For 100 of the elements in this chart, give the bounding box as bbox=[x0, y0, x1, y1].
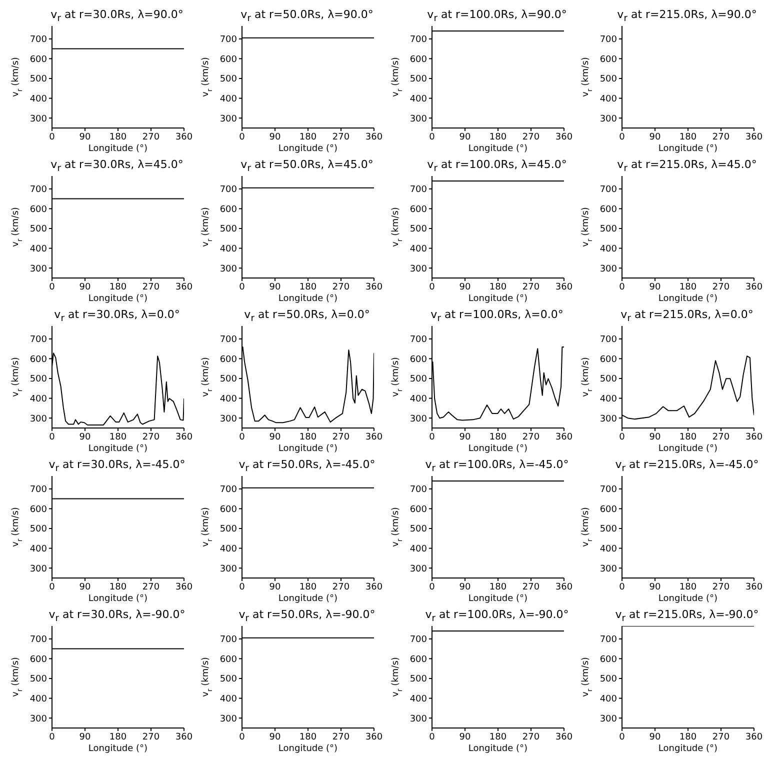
y-tick-label: 400 bbox=[220, 394, 238, 404]
chart-title: v$_{r}$ at r=215.0Rs, λ=0.0° bbox=[620, 308, 754, 324]
y-tick-label: 500 bbox=[30, 74, 48, 85]
x-tick-label: 90 bbox=[79, 132, 91, 142]
x-tick-label: 0 bbox=[619, 282, 626, 292]
chart-title: v$_{r}$ at r=215.0Rs, λ=90.0° bbox=[616, 8, 758, 24]
x-axis-title: Longitude (°) bbox=[87, 294, 149, 306]
x-tick-label: 180 bbox=[299, 432, 317, 442]
y-tick-label: 700 bbox=[410, 485, 428, 496]
y-tick-label: 700 bbox=[30, 335, 48, 346]
x-tick-label: 360 bbox=[175, 132, 193, 142]
y-tick-label: 300 bbox=[30, 414, 48, 424]
x-tick-label: 360 bbox=[555, 282, 573, 292]
y-tick-label: 400 bbox=[410, 694, 428, 704]
y-tick-label: 700 bbox=[220, 185, 238, 196]
y-tick-label: 500 bbox=[410, 374, 428, 385]
y-tick-label: 500 bbox=[600, 224, 618, 235]
y-tick-label: 500 bbox=[410, 224, 428, 235]
y-tick-label: 600 bbox=[410, 354, 428, 365]
y-tick-label: 400 bbox=[600, 94, 618, 104]
y-tick-label: 500 bbox=[220, 74, 238, 85]
y-tick-label: 300 bbox=[600, 714, 618, 724]
y-tick-label: 600 bbox=[220, 504, 238, 515]
x-tick-label: 360 bbox=[175, 582, 193, 592]
x-tick-label: 90 bbox=[459, 582, 471, 592]
y-tick-label: 300 bbox=[410, 714, 428, 724]
x-tick-label: 360 bbox=[745, 732, 763, 742]
x-tick-label: 90 bbox=[459, 432, 471, 442]
x-tick-label: 270 bbox=[522, 432, 540, 442]
x-tick-label: 360 bbox=[365, 732, 383, 742]
x-tick-label: 270 bbox=[712, 432, 730, 442]
y-tick-label: 700 bbox=[410, 335, 428, 346]
x-tick-label: 90 bbox=[79, 732, 91, 742]
y-tick-label: 500 bbox=[410, 524, 428, 535]
x-tick-label: 180 bbox=[299, 132, 317, 142]
x-tick-label: 270 bbox=[142, 582, 160, 592]
chart-title: v$_{r}$ at r=50.0Rs, λ=-45.0° bbox=[238, 458, 376, 474]
y-tick-label: 400 bbox=[410, 244, 428, 254]
y-tick-label: 300 bbox=[220, 414, 238, 424]
x-tick-label: 90 bbox=[649, 432, 661, 442]
x-axis-title: Longitude (°) bbox=[87, 594, 149, 606]
x-axis-title: Longitude (°) bbox=[657, 144, 719, 156]
x-tick-label: 0 bbox=[429, 582, 436, 592]
x-tick-label: 180 bbox=[679, 282, 697, 292]
x-tick-label: 90 bbox=[649, 132, 661, 142]
x-tick-label: 360 bbox=[175, 732, 193, 742]
y-tick-label: 600 bbox=[410, 504, 428, 515]
y-tick-label: 400 bbox=[30, 394, 48, 404]
x-tick-label: 90 bbox=[269, 282, 281, 292]
y-tick-label: 400 bbox=[220, 694, 238, 704]
x-tick-label: 270 bbox=[332, 732, 350, 742]
x-tick-label: 360 bbox=[175, 282, 193, 292]
x-tick-label: 0 bbox=[239, 582, 246, 592]
x-tick-label: 270 bbox=[142, 432, 160, 442]
x-tick-label: 180 bbox=[679, 132, 697, 142]
x-tick-label: 270 bbox=[522, 582, 540, 592]
x-tick-label: 270 bbox=[712, 282, 730, 292]
x-tick-label: 0 bbox=[619, 732, 626, 742]
y-tick-label: 400 bbox=[30, 244, 48, 254]
x-tick-label: 360 bbox=[365, 132, 383, 142]
y-tick-label: 300 bbox=[410, 414, 428, 424]
x-tick-label: 0 bbox=[239, 432, 246, 442]
x-axis-title: Longitude (°) bbox=[277, 294, 339, 306]
y-tick-label: 400 bbox=[600, 694, 618, 704]
x-tick-label: 360 bbox=[175, 432, 193, 442]
y-tick-label: 400 bbox=[220, 244, 238, 254]
x-tick-label: 360 bbox=[745, 132, 763, 142]
x-tick-label: 180 bbox=[489, 282, 507, 292]
y-tick-label: 700 bbox=[220, 335, 238, 346]
y-tick-label: 700 bbox=[600, 185, 618, 196]
x-axis-title: Longitude (°) bbox=[277, 444, 339, 456]
chart-title: v$_{r}$ at r=100.0Rs, λ=-45.0° bbox=[424, 458, 570, 474]
x-tick-label: 0 bbox=[429, 282, 436, 292]
y-tick-label: 700 bbox=[30, 185, 48, 196]
chart-title: v$_{r}$ at r=50.0Rs, λ=45.0° bbox=[240, 158, 374, 174]
y-tick-label: 700 bbox=[220, 35, 238, 46]
chart-title: v$_{r}$ at r=50.0Rs, λ=-90.0° bbox=[238, 608, 376, 624]
y-tick-label: 300 bbox=[220, 714, 238, 724]
y-tick-label: 600 bbox=[30, 504, 48, 515]
y-tick-label: 600 bbox=[30, 654, 48, 665]
x-axis-title: Longitude (°) bbox=[657, 744, 719, 756]
y-tick-label: 500 bbox=[220, 374, 238, 385]
x-tick-label: 180 bbox=[679, 432, 697, 442]
x-axis-title: Longitude (°) bbox=[657, 594, 719, 606]
x-tick-label: 270 bbox=[332, 432, 350, 442]
y-tick-label: 300 bbox=[600, 414, 618, 424]
x-tick-label: 360 bbox=[365, 582, 383, 592]
y-tick-label: 400 bbox=[30, 544, 48, 554]
x-tick-label: 180 bbox=[109, 432, 127, 442]
y-tick-label: 500 bbox=[30, 674, 48, 685]
x-tick-label: 0 bbox=[49, 432, 56, 442]
y-tick-label: 600 bbox=[410, 204, 428, 215]
x-tick-label: 90 bbox=[649, 732, 661, 742]
y-tick-label: 300 bbox=[30, 714, 48, 724]
x-tick-label: 180 bbox=[109, 582, 127, 592]
y-tick-label: 500 bbox=[600, 74, 618, 85]
x-tick-label: 0 bbox=[429, 732, 436, 742]
chart-title: v$_{r}$ at r=30.0Rs, λ=45.0° bbox=[50, 158, 184, 174]
y-tick-label: 600 bbox=[220, 354, 238, 365]
y-tick-label: 500 bbox=[220, 524, 238, 535]
